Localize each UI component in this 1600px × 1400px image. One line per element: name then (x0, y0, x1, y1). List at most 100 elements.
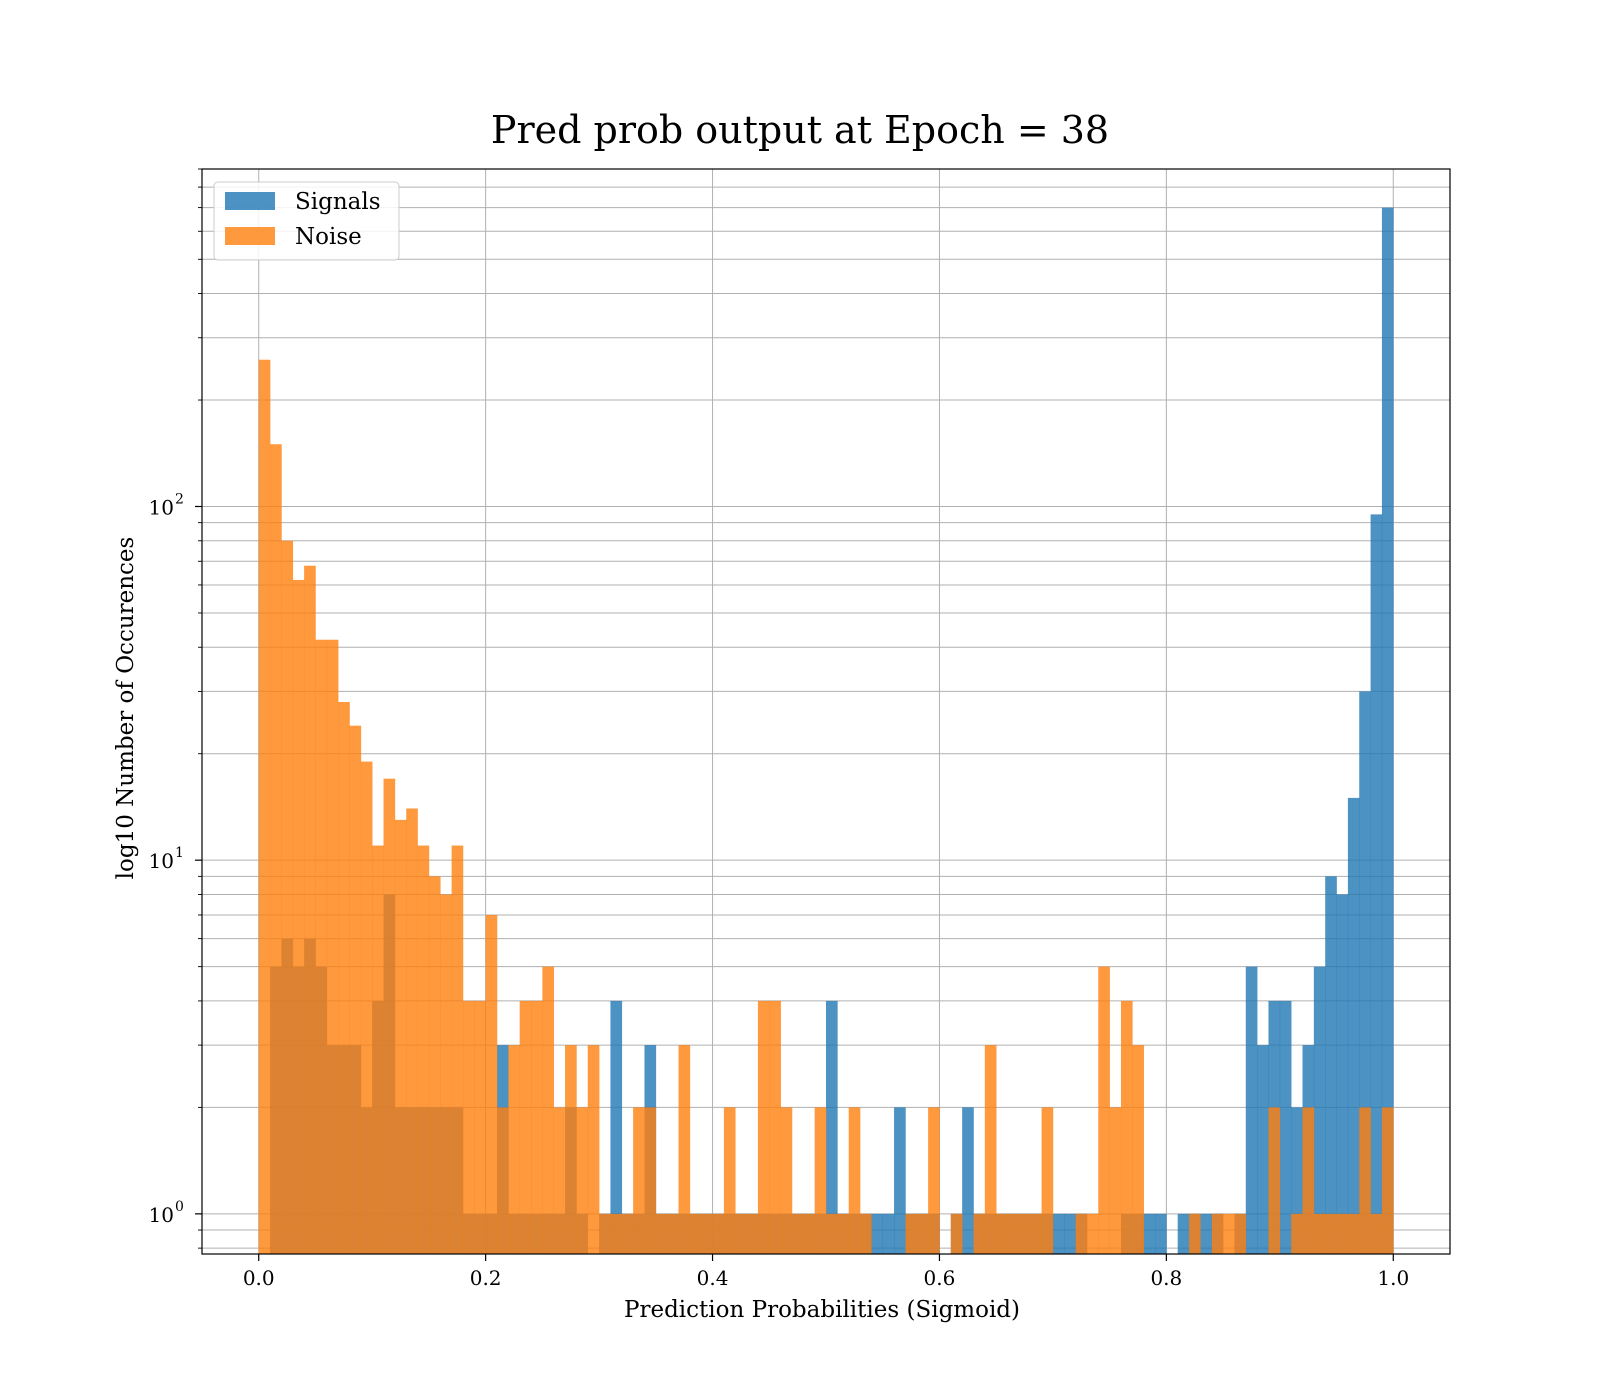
bar-noise (848, 1107, 861, 1254)
bar-signals (1291, 1107, 1303, 1254)
bar-noise (587, 1045, 600, 1254)
bar-noise (633, 1107, 645, 1254)
bar-noise (1268, 1107, 1281, 1254)
bar-signals (1177, 1213, 1190, 1254)
bar-noise (723, 1107, 736, 1254)
bar-noise (610, 1213, 623, 1254)
bar-noise (258, 359, 271, 1254)
bar-noise (599, 1213, 611, 1254)
bar-noise (496, 1107, 509, 1254)
bar-signals (1143, 1213, 1156, 1254)
bar-signals (962, 1107, 974, 1254)
bar-noise (1291, 1213, 1303, 1254)
bar-signals (1347, 797, 1360, 1254)
bar-noise (326, 639, 339, 1254)
bar-signals (1370, 514, 1383, 1254)
bar-noise (417, 845, 430, 1254)
bar-noise (565, 1045, 577, 1254)
bar-noise (1132, 1045, 1144, 1254)
bar-noise (1325, 1213, 1337, 1254)
bar-noise (973, 1213, 986, 1254)
bar-noise (701, 1213, 713, 1254)
bar-signals (1381, 207, 1394, 1254)
bar-signals (882, 1213, 895, 1254)
bar-noise (1041, 1107, 1054, 1254)
y-tick-label: 10 (149, 495, 174, 519)
x-axis-ticks: 0.0 0.2 0.4 0.6 0.8 1.0 (243, 1254, 1409, 1290)
bar-noise (349, 725, 362, 1254)
bar-signals (1359, 691, 1371, 1254)
histogram-bars (258, 207, 1394, 1254)
y-tick-exponent: 0 (175, 1199, 184, 1215)
bar-noise (1223, 1213, 1235, 1254)
bar-noise (1189, 1213, 1201, 1254)
bar-noise (984, 1045, 997, 1254)
bar-signals (1325, 876, 1337, 1254)
bar-noise (508, 1045, 520, 1254)
bar-noise (1211, 1213, 1224, 1254)
bar-noise (791, 1213, 804, 1254)
bar-signals (1052, 1213, 1065, 1254)
bar-noise (814, 1107, 827, 1254)
bar-noise (655, 1213, 668, 1254)
bar-signals (871, 1213, 884, 1254)
bar-signals (610, 1000, 623, 1254)
bar-noise (712, 1213, 725, 1254)
x-tick-label: 1.0 (1377, 1266, 1409, 1290)
bar-noise (950, 1213, 963, 1254)
bar-noise (837, 1213, 849, 1254)
bar-signals (1313, 966, 1326, 1254)
bar-noise (292, 579, 305, 1254)
bar-noise (383, 778, 396, 1254)
bar-noise (916, 1213, 929, 1254)
legend-swatch-signals (225, 192, 275, 210)
bar-noise (1007, 1213, 1020, 1254)
bar-noise (485, 914, 498, 1254)
bar-noise (826, 1213, 838, 1254)
legend-label-signals: Signals (295, 189, 381, 215)
bar-signals (1245, 966, 1258, 1254)
bar-signals (826, 1000, 838, 1254)
bar-noise (1075, 1213, 1088, 1254)
x-tick-label: 0.6 (924, 1266, 956, 1290)
bar-noise (372, 845, 384, 1254)
bar-noise (1347, 1213, 1360, 1254)
bar-signals (1257, 1045, 1269, 1254)
bar-signals (1155, 1213, 1167, 1254)
bar-noise (428, 876, 441, 1254)
bar-signals (1279, 1000, 1292, 1254)
chart-title: Pred prob output at Epoch = 38 (491, 108, 1109, 152)
x-tick-label: 0.4 (697, 1266, 729, 1290)
bar-noise (621, 1213, 634, 1254)
bar-noise (1018, 1213, 1031, 1254)
bar-noise (746, 1213, 759, 1254)
bar-noise (462, 1000, 475, 1254)
bar-noise (644, 1107, 657, 1254)
bar-noise (757, 1000, 770, 1254)
x-tick-label: 0.8 (1150, 1266, 1182, 1290)
bar-noise (1313, 1213, 1326, 1254)
y-tick-label: 10 (149, 1203, 174, 1227)
bar-noise (860, 1213, 872, 1254)
bar-noise (1030, 1213, 1042, 1254)
bar-noise (678, 1045, 691, 1254)
bar-noise (905, 1213, 918, 1254)
y-tick-label: 10 (149, 849, 174, 873)
bar-signals (1064, 1213, 1076, 1254)
bar-noise (928, 1107, 940, 1254)
bar-noise (1302, 1107, 1315, 1254)
bar-noise (440, 894, 452, 1254)
bar-noise (281, 540, 294, 1254)
bar-noise (394, 819, 407, 1254)
bar-noise (1086, 1213, 1099, 1254)
bar-noise (519, 1000, 532, 1254)
x-tick-label: 0.0 (243, 1266, 275, 1290)
plot-frame (201, 168, 1451, 1255)
x-tick-label: 0.2 (470, 1266, 502, 1290)
bar-signals (1200, 1213, 1213, 1254)
y-tick-exponent: 2 (175, 491, 184, 507)
bar-noise (1098, 966, 1110, 1254)
bar-noise (780, 1107, 793, 1254)
